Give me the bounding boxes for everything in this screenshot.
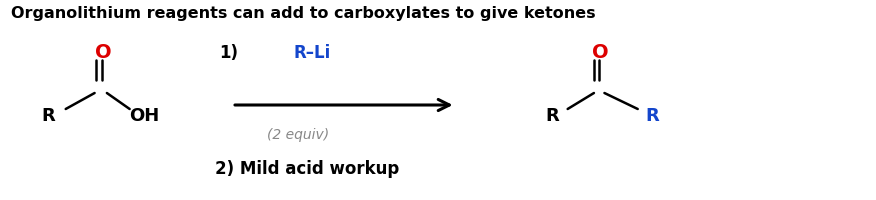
Text: O: O [95, 43, 111, 62]
Text: (2 equiv): (2 equiv) [267, 128, 329, 142]
Text: R: R [41, 107, 55, 125]
Text: R: R [545, 107, 559, 125]
Text: R–Li: R–Li [293, 44, 331, 62]
Text: 1): 1) [219, 44, 238, 62]
Text: 2) Mild acid workup: 2) Mild acid workup [215, 160, 399, 178]
Text: OH: OH [130, 107, 159, 125]
Text: R: R [646, 107, 660, 125]
Text: O: O [592, 43, 608, 62]
Text: Organolithium reagents can add to carboxylates to give ketones: Organolithium reagents can add to carbox… [11, 6, 596, 21]
